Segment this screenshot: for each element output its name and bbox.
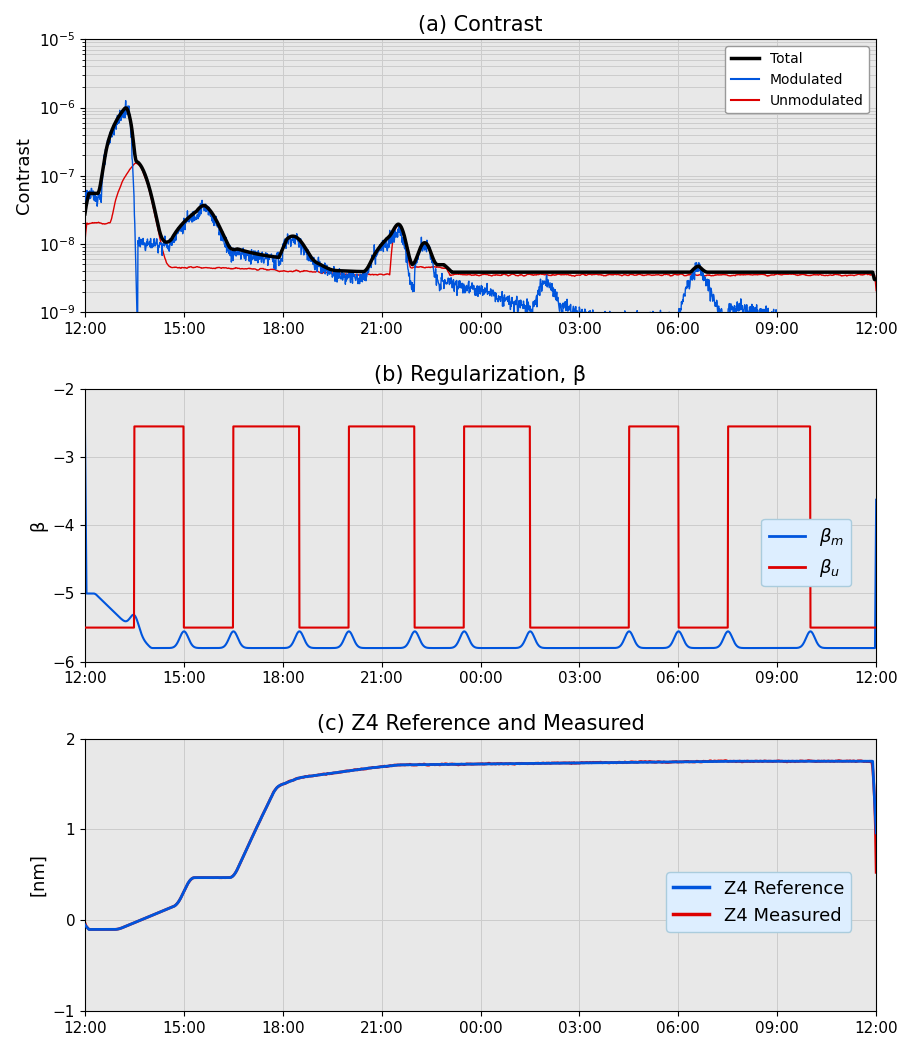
Title: (b) Regularization, β: (b) Regularization, β [374,365,587,385]
Legend: Z4 Reference, Z4 Measured: Z4 Reference, Z4 Measured [666,872,851,932]
Title: (c) Z4 Reference and Measured: (c) Z4 Reference and Measured [317,715,645,735]
Y-axis label: β: β [29,519,47,531]
Legend: $\beta_m$, $\beta_u$: $\beta_m$, $\beta_u$ [761,519,851,586]
Title: (a) Contrast: (a) Contrast [418,15,543,35]
Y-axis label: Contrast: Contrast [15,138,33,214]
Legend: Total, Modulated, Unmodulated: Total, Modulated, Unmodulated [725,46,869,114]
Y-axis label: [nm]: [nm] [29,853,47,897]
